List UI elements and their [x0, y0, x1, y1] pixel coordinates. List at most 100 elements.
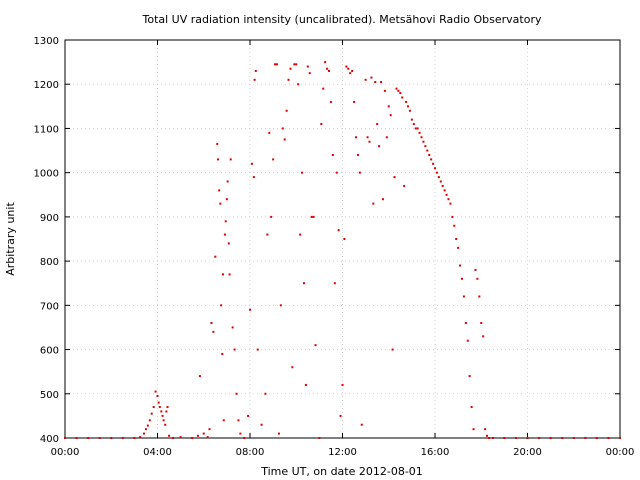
- data-point: [229, 158, 232, 161]
- data-point: [410, 118, 413, 121]
- data-point: [146, 424, 149, 427]
- data-point: [196, 434, 199, 437]
- data-point: [148, 419, 151, 422]
- data-point: [474, 268, 477, 271]
- x-tick-label: 12:00: [328, 447, 357, 458]
- data-point: [308, 72, 311, 75]
- data-point: [250, 162, 253, 165]
- data-point: [435, 171, 438, 174]
- data-point: [393, 176, 396, 179]
- data-point: [372, 202, 375, 205]
- y-tick-label: 1100: [34, 124, 59, 135]
- data-point: [297, 83, 300, 86]
- data-point: [157, 401, 160, 404]
- data-point: [335, 171, 338, 174]
- data-point: [341, 383, 344, 386]
- data-point: [368, 140, 371, 143]
- data-point: [304, 383, 307, 386]
- data-point: [143, 432, 146, 435]
- data-point: [191, 437, 194, 439]
- data-point: [272, 158, 275, 161]
- y-tick-label: 400: [40, 434, 59, 445]
- data-point: [486, 434, 489, 437]
- data-point: [216, 142, 219, 145]
- data-point: [222, 273, 225, 276]
- data-point: [434, 167, 436, 170]
- data-point: [318, 437, 321, 439]
- y-tick-label: 1000: [34, 169, 59, 180]
- data-point: [418, 131, 421, 134]
- data-point: [449, 202, 452, 205]
- y-tick-label: 600: [40, 346, 59, 357]
- y-tick-label: 900: [40, 213, 59, 224]
- data-point: [225, 198, 228, 201]
- data-point: [426, 149, 429, 152]
- data-point: [370, 76, 373, 79]
- x-tick-label: 04:00: [143, 447, 172, 458]
- data-point: [380, 81, 383, 84]
- data-point: [487, 437, 490, 439]
- data-point: [150, 412, 153, 415]
- data-point: [220, 304, 223, 307]
- data-point: [445, 193, 448, 196]
- data-point: [279, 304, 282, 307]
- data-point: [168, 434, 171, 437]
- data-point: [277, 432, 280, 435]
- data-point: [98, 437, 101, 439]
- data-point: [144, 428, 147, 431]
- data-point: [256, 348, 259, 351]
- data-point: [328, 69, 331, 72]
- data-point: [329, 100, 332, 103]
- data-point: [476, 277, 479, 280]
- data-point: [408, 109, 411, 112]
- data-point: [439, 180, 442, 183]
- y-tick-label: 500: [40, 390, 59, 401]
- data-point: [285, 109, 288, 112]
- data-point: [387, 105, 390, 108]
- data-point: [437, 176, 440, 179]
- data-point: [268, 131, 271, 134]
- data-point: [283, 138, 286, 141]
- data-point: [374, 81, 377, 84]
- data-point: [412, 123, 415, 126]
- data-point: [538, 437, 541, 439]
- data-point: [219, 202, 222, 205]
- data-point: [162, 419, 165, 422]
- data-point: [407, 105, 410, 108]
- x-tick-label: 08:00: [236, 447, 265, 458]
- data-point: [381, 198, 384, 201]
- data-point: [333, 282, 336, 285]
- data-point: [459, 264, 462, 267]
- data-point: [156, 394, 159, 397]
- chart-title: Total UV radiation intensity (uncalibrat…: [142, 13, 542, 26]
- data-point: [217, 158, 220, 161]
- data-point: [447, 198, 450, 201]
- data-point: [349, 72, 352, 75]
- data-point: [403, 184, 406, 187]
- data-point: [289, 67, 292, 70]
- data-point: [166, 406, 169, 409]
- data-point: [139, 436, 142, 439]
- data-point: [87, 437, 90, 439]
- data-point: [482, 335, 485, 338]
- data-point: [453, 224, 456, 227]
- data-point: [287, 78, 290, 81]
- data-point: [326, 67, 329, 70]
- data-point: [237, 419, 240, 422]
- data-point: [405, 100, 408, 103]
- data-point: [252, 176, 255, 179]
- data-point: [503, 437, 506, 439]
- data-point: [441, 184, 444, 187]
- data-point: [347, 67, 350, 70]
- y-tick-label: 800: [40, 257, 59, 268]
- data-point: [383, 89, 386, 92]
- data-point: [356, 153, 359, 156]
- data-point: [466, 339, 469, 342]
- x-tick-label: 16:00: [421, 447, 450, 458]
- axis-ticks: 400 500 600 700 800 900 1000 1100 1200 1300 00:00 0…: [34, 36, 635, 458]
- y-tick-label: 700: [40, 301, 59, 312]
- data-point: [451, 215, 454, 218]
- data-point: [295, 63, 298, 66]
- data-point: [306, 65, 309, 68]
